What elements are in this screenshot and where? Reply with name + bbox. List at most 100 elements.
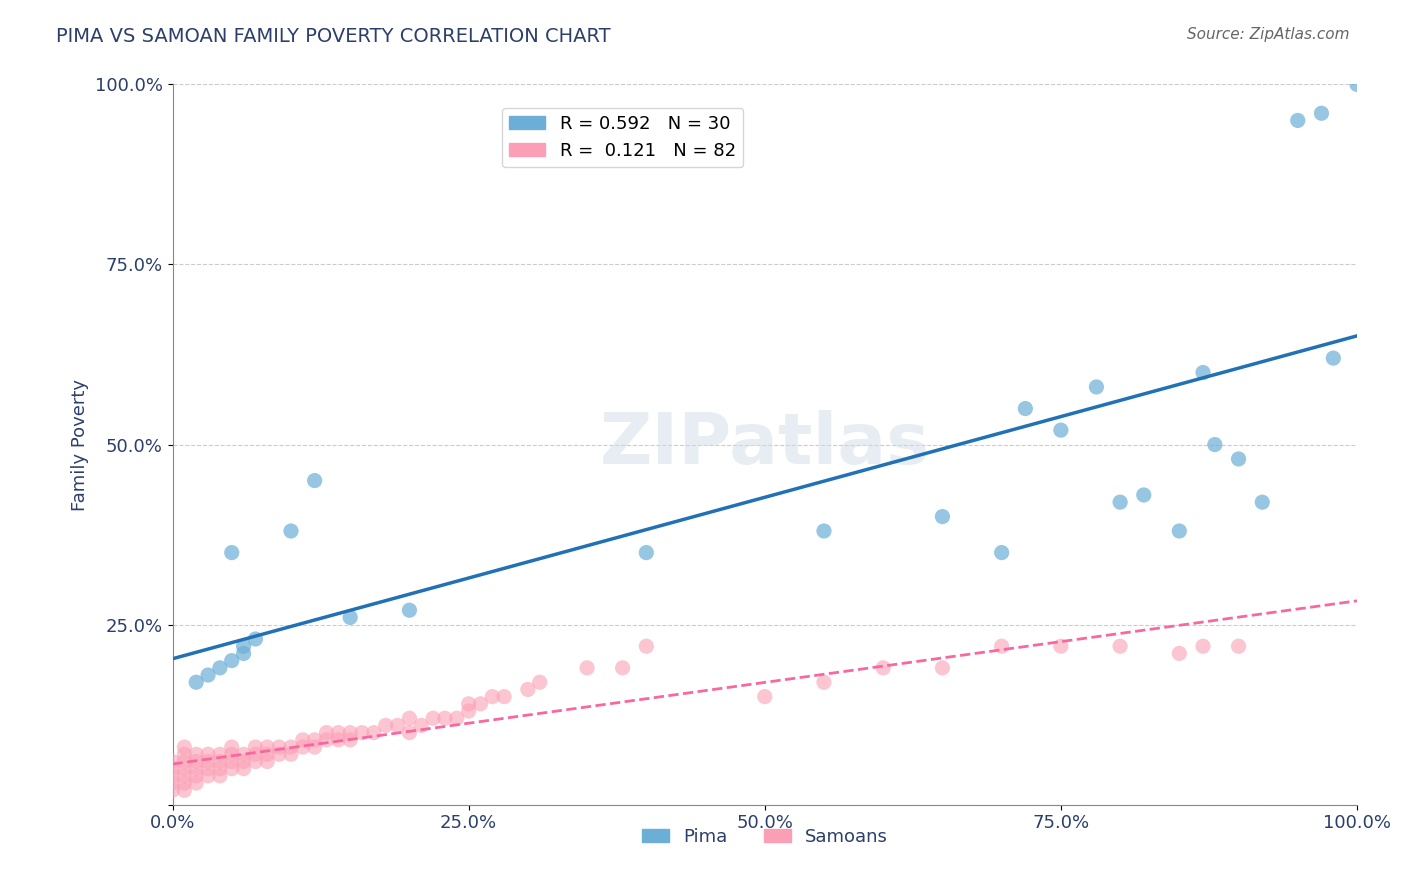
Point <box>872 661 894 675</box>
Point <box>232 639 254 653</box>
Point <box>291 740 314 755</box>
Point <box>446 711 468 725</box>
Point <box>245 740 267 755</box>
Point <box>612 661 634 675</box>
Point <box>232 762 254 776</box>
Point <box>173 762 195 776</box>
Point <box>173 755 195 769</box>
Point <box>232 647 254 661</box>
Point <box>186 776 208 790</box>
Point <box>1014 401 1036 416</box>
Point <box>813 524 835 538</box>
Point <box>173 747 195 762</box>
Point <box>291 732 314 747</box>
Text: Source: ZipAtlas.com: Source: ZipAtlas.com <box>1187 27 1350 42</box>
Point <box>1227 639 1250 653</box>
Point <box>813 675 835 690</box>
Point <box>162 783 184 797</box>
Point <box>374 718 396 732</box>
Point <box>398 711 420 725</box>
Point <box>304 740 326 755</box>
Point <box>269 747 291 762</box>
Point <box>221 762 243 776</box>
Point <box>387 718 409 732</box>
Text: ZIPatlas: ZIPatlas <box>600 410 929 479</box>
Point <box>1227 452 1250 467</box>
Point <box>232 747 254 762</box>
Point <box>1192 366 1215 380</box>
Point <box>245 755 267 769</box>
Point <box>315 725 337 739</box>
Point <box>256 747 278 762</box>
Point <box>516 682 538 697</box>
Point <box>990 546 1012 560</box>
Point <box>197 668 219 682</box>
Point <box>208 755 231 769</box>
Point <box>457 704 479 718</box>
Point <box>470 697 492 711</box>
Point <box>1168 647 1191 661</box>
Point <box>411 718 433 732</box>
Point <box>328 725 350 739</box>
Point <box>245 632 267 646</box>
Point <box>1192 639 1215 653</box>
Y-axis label: Family Poverty: Family Poverty <box>72 378 89 510</box>
Point <box>1204 437 1226 451</box>
Point <box>1109 495 1132 509</box>
Point <box>173 776 195 790</box>
Point <box>990 639 1012 653</box>
Point <box>173 783 195 797</box>
Point <box>1251 495 1274 509</box>
Point <box>576 661 599 675</box>
Point <box>269 740 291 755</box>
Point <box>1168 524 1191 538</box>
Point <box>256 740 278 755</box>
Point <box>398 603 420 617</box>
Point <box>1050 423 1073 437</box>
Point <box>433 711 456 725</box>
Point <box>481 690 503 704</box>
Point <box>221 740 243 755</box>
Point <box>350 725 373 739</box>
Point <box>457 697 479 711</box>
Point <box>162 762 184 776</box>
Point <box>529 675 551 690</box>
Point <box>245 747 267 762</box>
Point <box>328 732 350 747</box>
Point <box>221 654 243 668</box>
Point <box>173 740 195 755</box>
Point <box>256 755 278 769</box>
Point <box>186 755 208 769</box>
Point <box>186 769 208 783</box>
Point <box>186 675 208 690</box>
Point <box>197 755 219 769</box>
Point <box>162 769 184 783</box>
Point <box>186 762 208 776</box>
Point <box>208 661 231 675</box>
Point <box>162 755 184 769</box>
Point <box>339 732 361 747</box>
Point <box>304 732 326 747</box>
Point <box>221 747 243 762</box>
Point <box>422 711 444 725</box>
Point <box>363 725 385 739</box>
Point <box>280 740 302 755</box>
Point <box>197 747 219 762</box>
Point <box>1346 78 1368 92</box>
Point <box>280 524 302 538</box>
Point <box>208 769 231 783</box>
Point <box>173 769 195 783</box>
Point <box>186 747 208 762</box>
Point <box>398 725 420 739</box>
Text: PIMA VS SAMOAN FAMILY POVERTY CORRELATION CHART: PIMA VS SAMOAN FAMILY POVERTY CORRELATIO… <box>56 27 610 45</box>
Point <box>162 776 184 790</box>
Point <box>1286 113 1309 128</box>
Point <box>339 610 361 624</box>
Point <box>197 769 219 783</box>
Point <box>931 661 953 675</box>
Point <box>221 546 243 560</box>
Point <box>208 762 231 776</box>
Point <box>208 747 231 762</box>
Point <box>197 762 219 776</box>
Point <box>636 546 658 560</box>
